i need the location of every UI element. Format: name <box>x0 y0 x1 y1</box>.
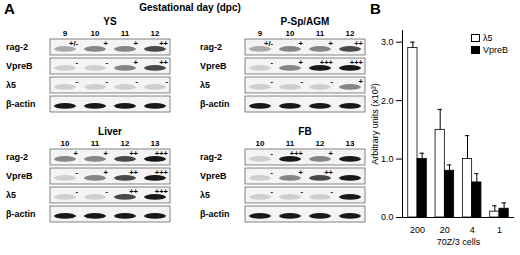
svg-text:+: + <box>104 168 109 177</box>
svg-text:λ5: λ5 <box>200 80 210 90</box>
svg-text:+/-: +/- <box>264 39 273 48</box>
svg-text:11: 11 <box>286 139 295 148</box>
svg-text:-: - <box>76 58 79 67</box>
svg-text:10: 10 <box>256 139 265 148</box>
svg-text:A: A <box>4 0 15 17</box>
svg-text:+: + <box>134 58 139 67</box>
svg-text:+: + <box>329 149 334 158</box>
svg-text:λ5: λ5 <box>6 80 16 90</box>
svg-text:Liver: Liver <box>98 126 122 137</box>
svg-text:13: 13 <box>346 139 355 148</box>
svg-text:3.0: 3.0 <box>381 37 394 47</box>
svg-text:VpreB: VpreB <box>6 171 33 181</box>
svg-text:+: + <box>329 39 334 48</box>
svg-text:11: 11 <box>121 29 130 38</box>
svg-text:11: 11 <box>91 139 100 148</box>
svg-text:β-actin: β-actin <box>200 99 230 109</box>
svg-text:9: 9 <box>258 29 263 38</box>
svg-text:Gestational day (dpc): Gestational day (dpc) <box>139 2 241 13</box>
svg-text:12: 12 <box>121 139 130 148</box>
svg-text:++: ++ <box>129 168 138 177</box>
svg-text:10: 10 <box>286 29 295 38</box>
svg-text:+: + <box>299 39 304 48</box>
svg-text:+++: +++ <box>155 149 169 158</box>
svg-text:Arbitrary units (x10³): Arbitrary units (x10³) <box>370 83 380 165</box>
svg-text:-: - <box>106 187 109 196</box>
svg-text:+: + <box>104 39 109 48</box>
svg-text:-: - <box>331 187 334 196</box>
svg-text:+/-: +/- <box>69 39 78 48</box>
svg-text:+++: +++ <box>320 58 334 67</box>
svg-text:++: ++ <box>129 149 138 158</box>
svg-text:β-actin: β-actin <box>6 209 36 219</box>
html-text:VpreB: VpreB <box>483 45 508 55</box>
svg-text:-: - <box>76 187 79 196</box>
svg-text:12: 12 <box>316 139 325 148</box>
svg-text:++: ++ <box>354 39 363 48</box>
svg-text:11: 11 <box>316 29 325 38</box>
svg-text:2.0: 2.0 <box>381 96 394 106</box>
svg-text:+: + <box>134 39 139 48</box>
svg-text:rag-2: rag-2 <box>200 152 222 162</box>
svg-text:YS: YS <box>103 16 117 27</box>
html-text:B: B <box>370 0 381 17</box>
svg-text:1: 1 <box>497 225 502 235</box>
svg-text:-: - <box>76 77 79 86</box>
svg-text:-: - <box>271 187 274 196</box>
svg-text:+: + <box>74 149 79 158</box>
svg-text:VpreB: VpreB <box>6 61 33 71</box>
svg-text:70Z/3 cells: 70Z/3 cells <box>437 237 481 247</box>
svg-text:10: 10 <box>91 29 100 38</box>
svg-text:-: - <box>106 77 109 86</box>
svg-text:rag-2: rag-2 <box>6 42 28 52</box>
svg-text:++: ++ <box>129 187 138 196</box>
svg-text:VpreB: VpreB <box>200 61 227 71</box>
svg-text:-: - <box>106 58 109 67</box>
svg-text:P-Sp/AGM: P-Sp/AGM <box>281 16 330 27</box>
svg-text:VpreB: VpreB <box>200 171 227 181</box>
svg-text:200: 200 <box>410 225 425 235</box>
svg-text:-: - <box>271 168 274 177</box>
svg-text:12: 12 <box>346 29 355 38</box>
svg-text:+: + <box>299 58 304 67</box>
svg-text:10: 10 <box>61 139 70 148</box>
svg-text:rag-2: rag-2 <box>200 42 222 52</box>
svg-text:+++: +++ <box>155 168 169 177</box>
svg-text:+: + <box>104 149 109 158</box>
svg-text:4: 4 <box>470 225 475 235</box>
svg-text:0.0: 0.0 <box>381 212 394 222</box>
svg-text:+++: +++ <box>350 58 364 67</box>
svg-text:-: - <box>301 77 304 86</box>
svg-text:-: - <box>271 149 274 158</box>
svg-text:9: 9 <box>63 29 68 38</box>
svg-text:12: 12 <box>151 29 160 38</box>
svg-text:1.0: 1.0 <box>381 154 394 164</box>
html-text:λ5: λ5 <box>483 33 493 43</box>
svg-text:β-actin: β-actin <box>200 209 230 219</box>
svg-text:λ5: λ5 <box>6 190 16 200</box>
svg-text:+: + <box>359 77 364 86</box>
svg-text:λ5: λ5 <box>200 190 210 200</box>
svg-text:++: ++ <box>159 58 168 67</box>
svg-text:β-actin: β-actin <box>6 99 36 109</box>
svg-text:-: - <box>331 77 334 86</box>
svg-text:-: - <box>136 77 139 86</box>
svg-text:13: 13 <box>151 139 160 148</box>
svg-text:-: - <box>166 77 169 86</box>
svg-text:rag-2: rag-2 <box>6 152 28 162</box>
svg-text:+++: +++ <box>155 187 169 196</box>
svg-text:++: ++ <box>159 39 168 48</box>
svg-text:-: - <box>76 168 79 177</box>
svg-text:+++: +++ <box>290 149 304 158</box>
svg-text:20: 20 <box>440 225 450 235</box>
svg-text:-: - <box>271 58 274 67</box>
svg-text:FB: FB <box>298 126 311 137</box>
svg-text:-: - <box>271 77 274 86</box>
svg-text:+: + <box>299 168 304 177</box>
svg-text:++: ++ <box>324 168 333 177</box>
svg-text:-: - <box>301 187 304 196</box>
